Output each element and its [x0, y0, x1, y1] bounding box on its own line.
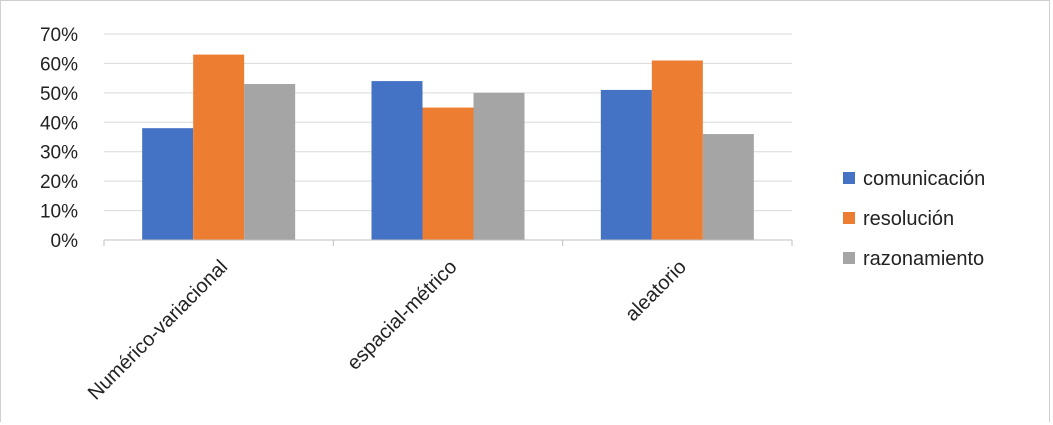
bar-0-0 [142, 128, 194, 240]
y-tick-label: 60% [40, 54, 78, 75]
y-axis-tick-labels: 0% 10% 20% 30% 40% 50% 60% 70% [40, 25, 78, 252]
bars [142, 54, 754, 241]
bar-0-2 [244, 84, 296, 241]
legend: comunicación resolución razonamiento [843, 168, 985, 270]
y-tick-label: 0% [51, 231, 79, 252]
y-tick-label: 70% [40, 25, 78, 46]
bar-1-2 [473, 92, 525, 240]
x-axis-tick-labels: Numérico-variacional espacial-métrico alea… [84, 256, 691, 404]
y-tick-label: 40% [40, 113, 78, 134]
bar-1-1 [422, 107, 474, 240]
bar-0-1 [193, 54, 245, 240]
legend-swatch [843, 252, 855, 264]
bar-2-2 [702, 134, 754, 240]
x-tick-label: Numérico-variacional [84, 256, 232, 404]
x-tick-label: aleatorio [621, 256, 691, 326]
x-tick-label: espacial-métrico [343, 256, 462, 375]
legend-swatch [843, 212, 855, 224]
y-tick-label: 10% [40, 202, 78, 223]
legend-label: razonamiento [863, 248, 984, 270]
bar-1-0 [371, 81, 423, 240]
legend-label: comunicación [863, 168, 985, 190]
y-tick-label: 20% [40, 172, 78, 193]
y-tick-label: 50% [40, 84, 78, 105]
bar-2-1 [651, 60, 703, 240]
legend-label: resolución [863, 208, 954, 230]
legend-swatch [843, 172, 855, 184]
y-tick-label: 30% [40, 143, 78, 164]
axes [103, 239, 793, 246]
bar-2-0 [600, 89, 652, 241]
